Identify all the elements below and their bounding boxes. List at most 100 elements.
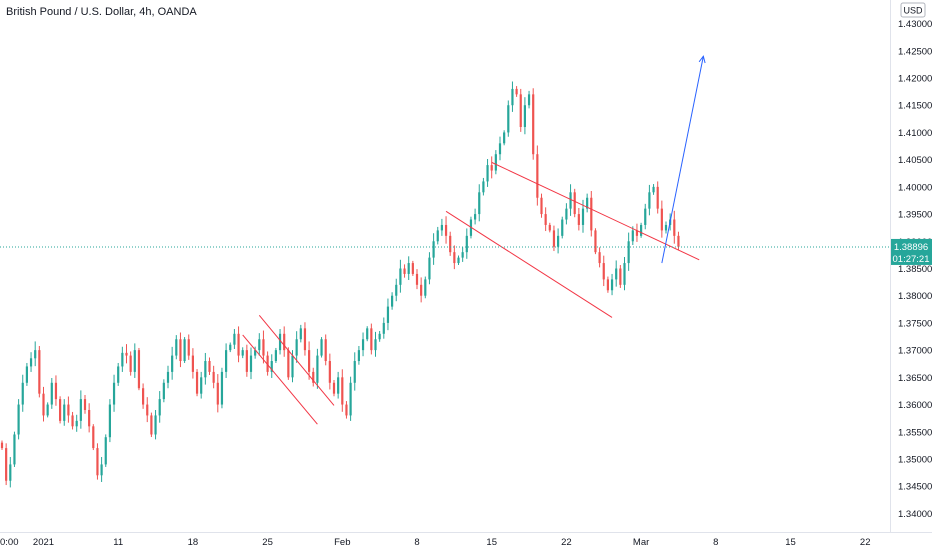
- candle-body: [25, 366, 28, 383]
- candle-body: [565, 208, 568, 220]
- candle-body: [29, 358, 33, 367]
- candle: [42, 386, 45, 422]
- candle: [411, 260, 414, 276]
- candle-body: [370, 328, 373, 351]
- candle-body: [204, 361, 207, 378]
- candle: [465, 228, 468, 259]
- candle: [378, 330, 381, 342]
- candle-body: [366, 328, 369, 340]
- time-tick-label: 15: [785, 537, 796, 548]
- forecast-arrow-line[interactable]: [661, 56, 704, 264]
- candle: [54, 375, 58, 406]
- candle: [370, 323, 373, 355]
- candle: [117, 362, 120, 386]
- channel-1-upper-line[interactable]: [258, 314, 335, 406]
- candle: [187, 334, 190, 360]
- candle: [569, 184, 572, 216]
- price-tick-label: 1.38000: [898, 291, 932, 302]
- price-tick-label: 1.35500: [898, 427, 932, 438]
- candles: [0, 81, 680, 488]
- candle: [100, 457, 103, 482]
- candle: [96, 443, 99, 480]
- candle: [382, 317, 385, 339]
- candle: [590, 191, 593, 237]
- candle: [436, 226, 439, 245]
- candle: [478, 184, 481, 222]
- forecast-arrow-head: [698, 55, 706, 64]
- candle-body: [50, 382, 53, 405]
- candle: [536, 145, 539, 206]
- candle-body: [258, 339, 261, 351]
- candle-body: [561, 219, 564, 236]
- candle: [324, 334, 327, 366]
- candle-body: [220, 371, 224, 405]
- candle: [179, 332, 182, 368]
- candle-body: [432, 241, 435, 258]
- candle-body: [183, 339, 186, 362]
- candle: [92, 424, 95, 451]
- candle: [532, 88, 535, 160]
- candle-body: [619, 268, 622, 285]
- candle: [635, 223, 639, 242]
- candle-body: [449, 235, 452, 253]
- candle-body: [519, 94, 522, 128]
- candle: [420, 277, 423, 303]
- candle-body: [656, 186, 659, 209]
- candle-body: [627, 241, 630, 264]
- time-axis[interactable]: 0:002021111825Feb81522Mar8152226: [0, 532, 932, 550]
- candle: [216, 374, 219, 413]
- candle-body: [403, 268, 406, 274]
- candle: [403, 264, 406, 278]
- time-tick-label: 25: [262, 537, 273, 548]
- candle-body: [623, 263, 626, 285]
- candle-body: [112, 382, 116, 405]
- candle: [125, 344, 128, 364]
- candle-body: [532, 94, 535, 155]
- candle-body: [494, 154, 497, 171]
- candle: [46, 402, 49, 418]
- candle: [245, 344, 248, 377]
- candle: [5, 443, 8, 486]
- candle: [29, 352, 33, 372]
- currency-label[interactable]: USD: [900, 2, 926, 18]
- candle: [652, 184, 655, 195]
- candle: [88, 403, 91, 433]
- candle: [320, 337, 323, 358]
- candle-body: [515, 88, 518, 95]
- candle: [274, 347, 277, 363]
- candle: [166, 365, 170, 389]
- candle-body: [673, 219, 676, 236]
- candle: [34, 341, 37, 367]
- candle: [544, 207, 547, 232]
- channel-2-upper-line[interactable]: [491, 161, 700, 261]
- candle-body: [158, 399, 161, 416]
- channel-2-lower-line[interactable]: [445, 210, 613, 318]
- candle: [523, 97, 526, 135]
- price-axis[interactable]: USD 1.43000 1.42500 1.42000 1.41500 1.41000 1.…: [890, 0, 932, 550]
- candle-body: [88, 409, 91, 427]
- candle: [594, 228, 597, 255]
- channel-1-lower-line[interactable]: [242, 334, 318, 425]
- candle-body: [216, 382, 219, 405]
- drawings: [242, 55, 706, 425]
- candle-body: [324, 339, 327, 362]
- candle-body: [54, 382, 58, 400]
- candle: [337, 371, 340, 399]
- candle-body: [71, 415, 74, 427]
- candle-body: [266, 355, 269, 372]
- candle-body: [465, 235, 468, 253]
- candle: [474, 208, 477, 225]
- candle-body: [544, 214, 547, 225]
- candle: [142, 383, 145, 409]
- candle: [664, 221, 668, 234]
- candle-body: [75, 420, 78, 427]
- price-tick-label: 1.38500: [898, 264, 932, 275]
- candle: [498, 136, 502, 161]
- candle-body: [536, 154, 539, 198]
- candle-body: [407, 263, 410, 274]
- candle: [395, 278, 398, 302]
- candle: [229, 342, 232, 353]
- candle: [158, 391, 161, 423]
